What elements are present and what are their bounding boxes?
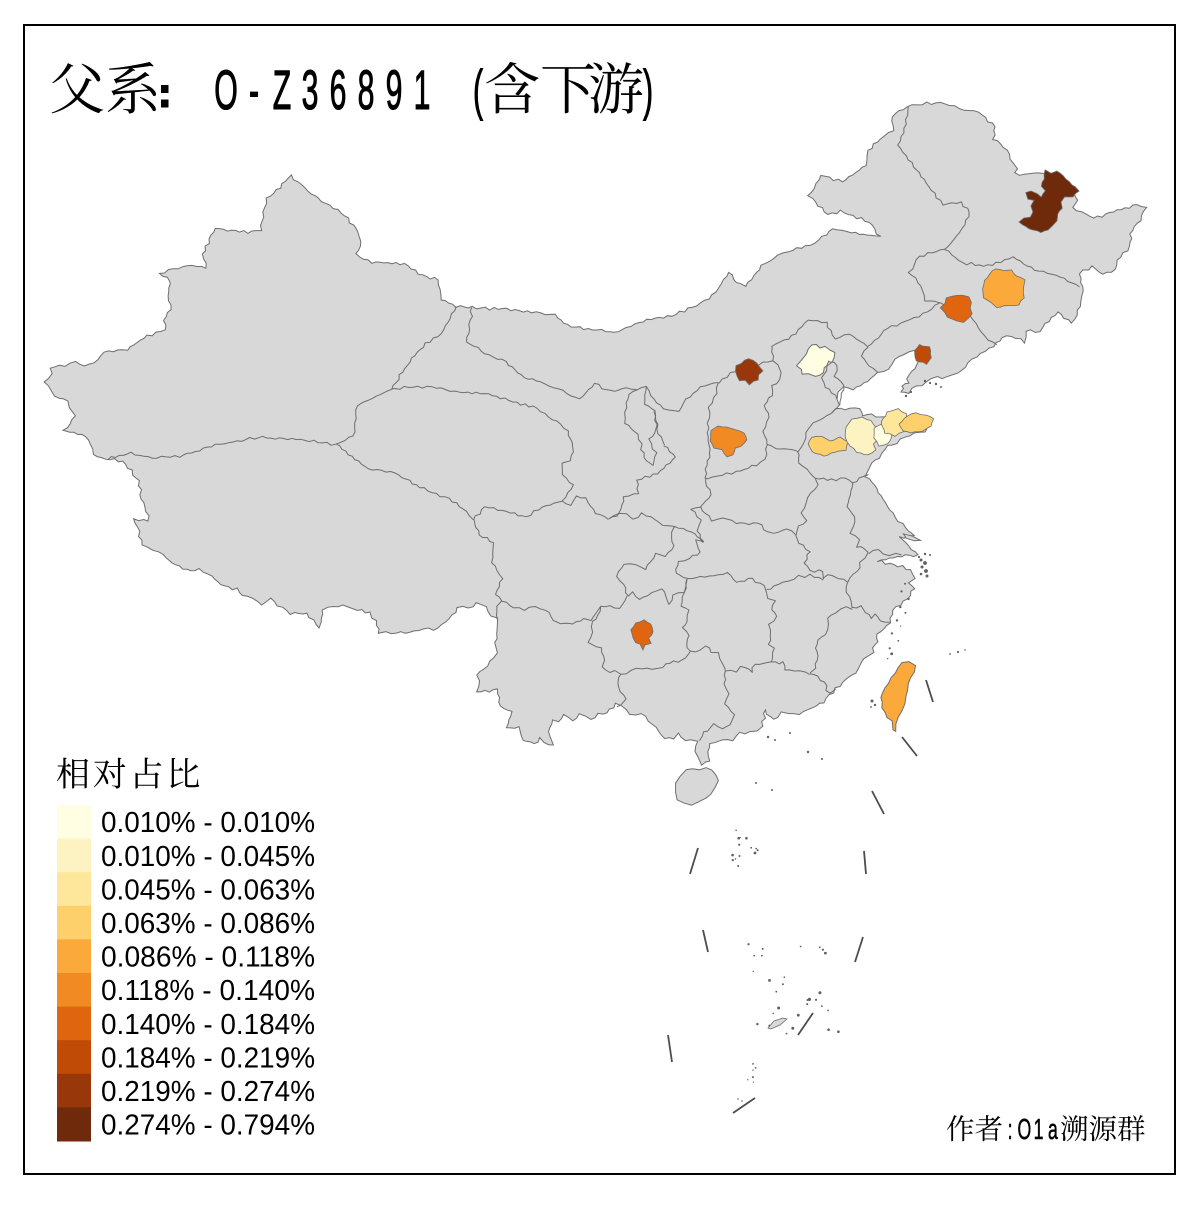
svg-text:6: 6 (330, 58, 347, 121)
svg-text:8: 8 (358, 58, 375, 121)
svg-text:3: 3 (302, 58, 319, 121)
svg-text:0.010% - 0.045%: 0.010% - 0.045% (101, 841, 315, 873)
svg-text:0.184% - 0.219%: 0.184% - 0.219% (101, 1042, 315, 1074)
svg-text:0.274% - 0.794%: 0.274% - 0.794% (101, 1110, 315, 1142)
svg-text:0.219% - 0.274%: 0.219% - 0.274% (101, 1076, 315, 1108)
svg-text:1: 1 (414, 58, 431, 121)
svg-text:9: 9 (386, 58, 403, 121)
svg-text::: : (1008, 1115, 1013, 1146)
svg-text:): ) (643, 58, 653, 121)
svg-text:0.118% - 0.140%: 0.118% - 0.140% (101, 975, 315, 1007)
svg-text:O: O (1018, 1115, 1032, 1146)
svg-text:0.140% - 0.184%: 0.140% - 0.184% (101, 1009, 315, 1041)
svg-text:0.063% - 0.086%: 0.063% - 0.086% (101, 908, 315, 940)
svg-text:0.086% - 0.118%: 0.086% - 0.118% (101, 942, 315, 974)
svg-text:0.045% - 0.063%: 0.045% - 0.063% (101, 874, 315, 906)
svg-text:Z: Z (273, 58, 291, 121)
svg-text:(: ( (473, 58, 483, 121)
svg-text:-: - (249, 58, 259, 121)
svg-text:O: O (214, 58, 238, 121)
svg-text:a: a (1048, 1115, 1058, 1146)
svg-text:0.010% - 0.010%: 0.010% - 0.010% (101, 807, 315, 839)
svg-text:1: 1 (1034, 1115, 1044, 1146)
